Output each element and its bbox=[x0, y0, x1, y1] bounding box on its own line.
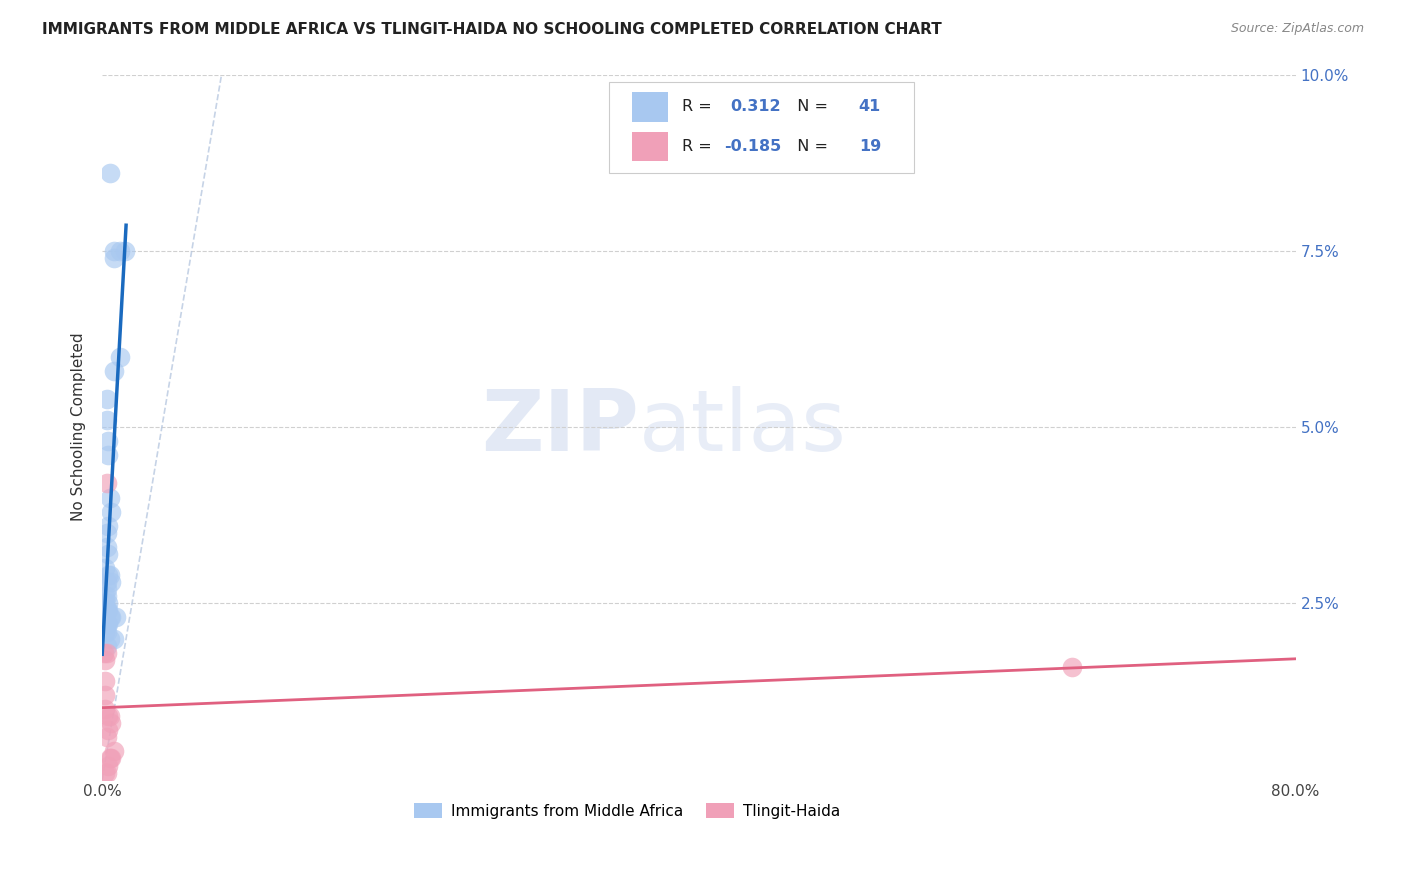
Point bbox=[98, 709, 121, 723]
Point bbox=[103, 744, 125, 758]
Point bbox=[96, 540, 118, 554]
Point bbox=[103, 364, 125, 378]
FancyBboxPatch shape bbox=[609, 81, 914, 173]
Point bbox=[94, 589, 117, 603]
Point bbox=[97, 518, 120, 533]
Point bbox=[108, 350, 131, 364]
Point bbox=[96, 476, 118, 491]
Point bbox=[100, 716, 122, 731]
Point bbox=[96, 603, 118, 617]
Point bbox=[96, 603, 118, 617]
Point bbox=[97, 434, 120, 449]
Point bbox=[97, 448, 120, 462]
Point bbox=[97, 568, 120, 582]
Point bbox=[98, 568, 121, 582]
Bar bbox=[633, 92, 668, 122]
Point bbox=[97, 758, 120, 772]
Point bbox=[96, 617, 118, 632]
Point bbox=[97, 547, 120, 561]
Point bbox=[94, 702, 117, 716]
Text: Source: ZipAtlas.com: Source: ZipAtlas.com bbox=[1230, 22, 1364, 36]
Point bbox=[93, 646, 115, 660]
Point bbox=[94, 653, 117, 667]
Text: -0.185: -0.185 bbox=[724, 139, 782, 154]
Point bbox=[96, 525, 118, 540]
Point bbox=[104, 610, 127, 624]
Point bbox=[98, 610, 121, 624]
Point bbox=[98, 751, 121, 765]
Point bbox=[114, 244, 136, 258]
Text: R =: R = bbox=[682, 139, 717, 154]
Point bbox=[94, 765, 117, 780]
Point bbox=[96, 646, 118, 660]
Point bbox=[96, 731, 118, 745]
Point bbox=[103, 632, 125, 646]
Point bbox=[96, 639, 118, 653]
Point bbox=[98, 632, 121, 646]
Point bbox=[96, 765, 118, 780]
Point bbox=[100, 610, 122, 624]
Point bbox=[98, 166, 121, 180]
Text: 41: 41 bbox=[859, 99, 882, 114]
Point bbox=[1060, 660, 1083, 674]
Text: ZIP: ZIP bbox=[481, 385, 640, 468]
Point bbox=[94, 596, 117, 610]
Point bbox=[97, 723, 120, 738]
Text: 19: 19 bbox=[859, 139, 882, 154]
Point bbox=[103, 244, 125, 258]
Point bbox=[96, 589, 118, 603]
Point bbox=[97, 617, 120, 632]
Point bbox=[96, 392, 118, 406]
Point bbox=[94, 688, 117, 702]
Point bbox=[94, 561, 117, 575]
Point bbox=[96, 413, 118, 427]
Text: 0.312: 0.312 bbox=[730, 99, 780, 114]
Point bbox=[96, 582, 118, 597]
Point bbox=[96, 624, 118, 639]
Point bbox=[97, 596, 120, 610]
Y-axis label: No Schooling Completed: No Schooling Completed bbox=[72, 333, 86, 522]
Point bbox=[103, 251, 125, 265]
Point bbox=[97, 709, 120, 723]
Point bbox=[100, 751, 122, 765]
Point bbox=[100, 575, 122, 590]
Text: R =: R = bbox=[682, 99, 717, 114]
Point bbox=[100, 505, 122, 519]
Text: N =: N = bbox=[787, 99, 834, 114]
Legend: Immigrants from Middle Africa, Tlingit-Haida: Immigrants from Middle Africa, Tlingit-H… bbox=[408, 797, 846, 825]
Point bbox=[96, 575, 118, 590]
Point bbox=[96, 617, 118, 632]
Point bbox=[94, 624, 117, 639]
Bar bbox=[633, 132, 668, 161]
Point bbox=[98, 491, 121, 505]
Point bbox=[97, 603, 120, 617]
Point bbox=[108, 244, 131, 258]
Text: atlas: atlas bbox=[640, 385, 848, 468]
Text: IMMIGRANTS FROM MIDDLE AFRICA VS TLINGIT-HAIDA NO SCHOOLING COMPLETED CORRELATIO: IMMIGRANTS FROM MIDDLE AFRICA VS TLINGIT… bbox=[42, 22, 942, 37]
Point bbox=[94, 673, 117, 688]
Text: N =: N = bbox=[787, 139, 834, 154]
